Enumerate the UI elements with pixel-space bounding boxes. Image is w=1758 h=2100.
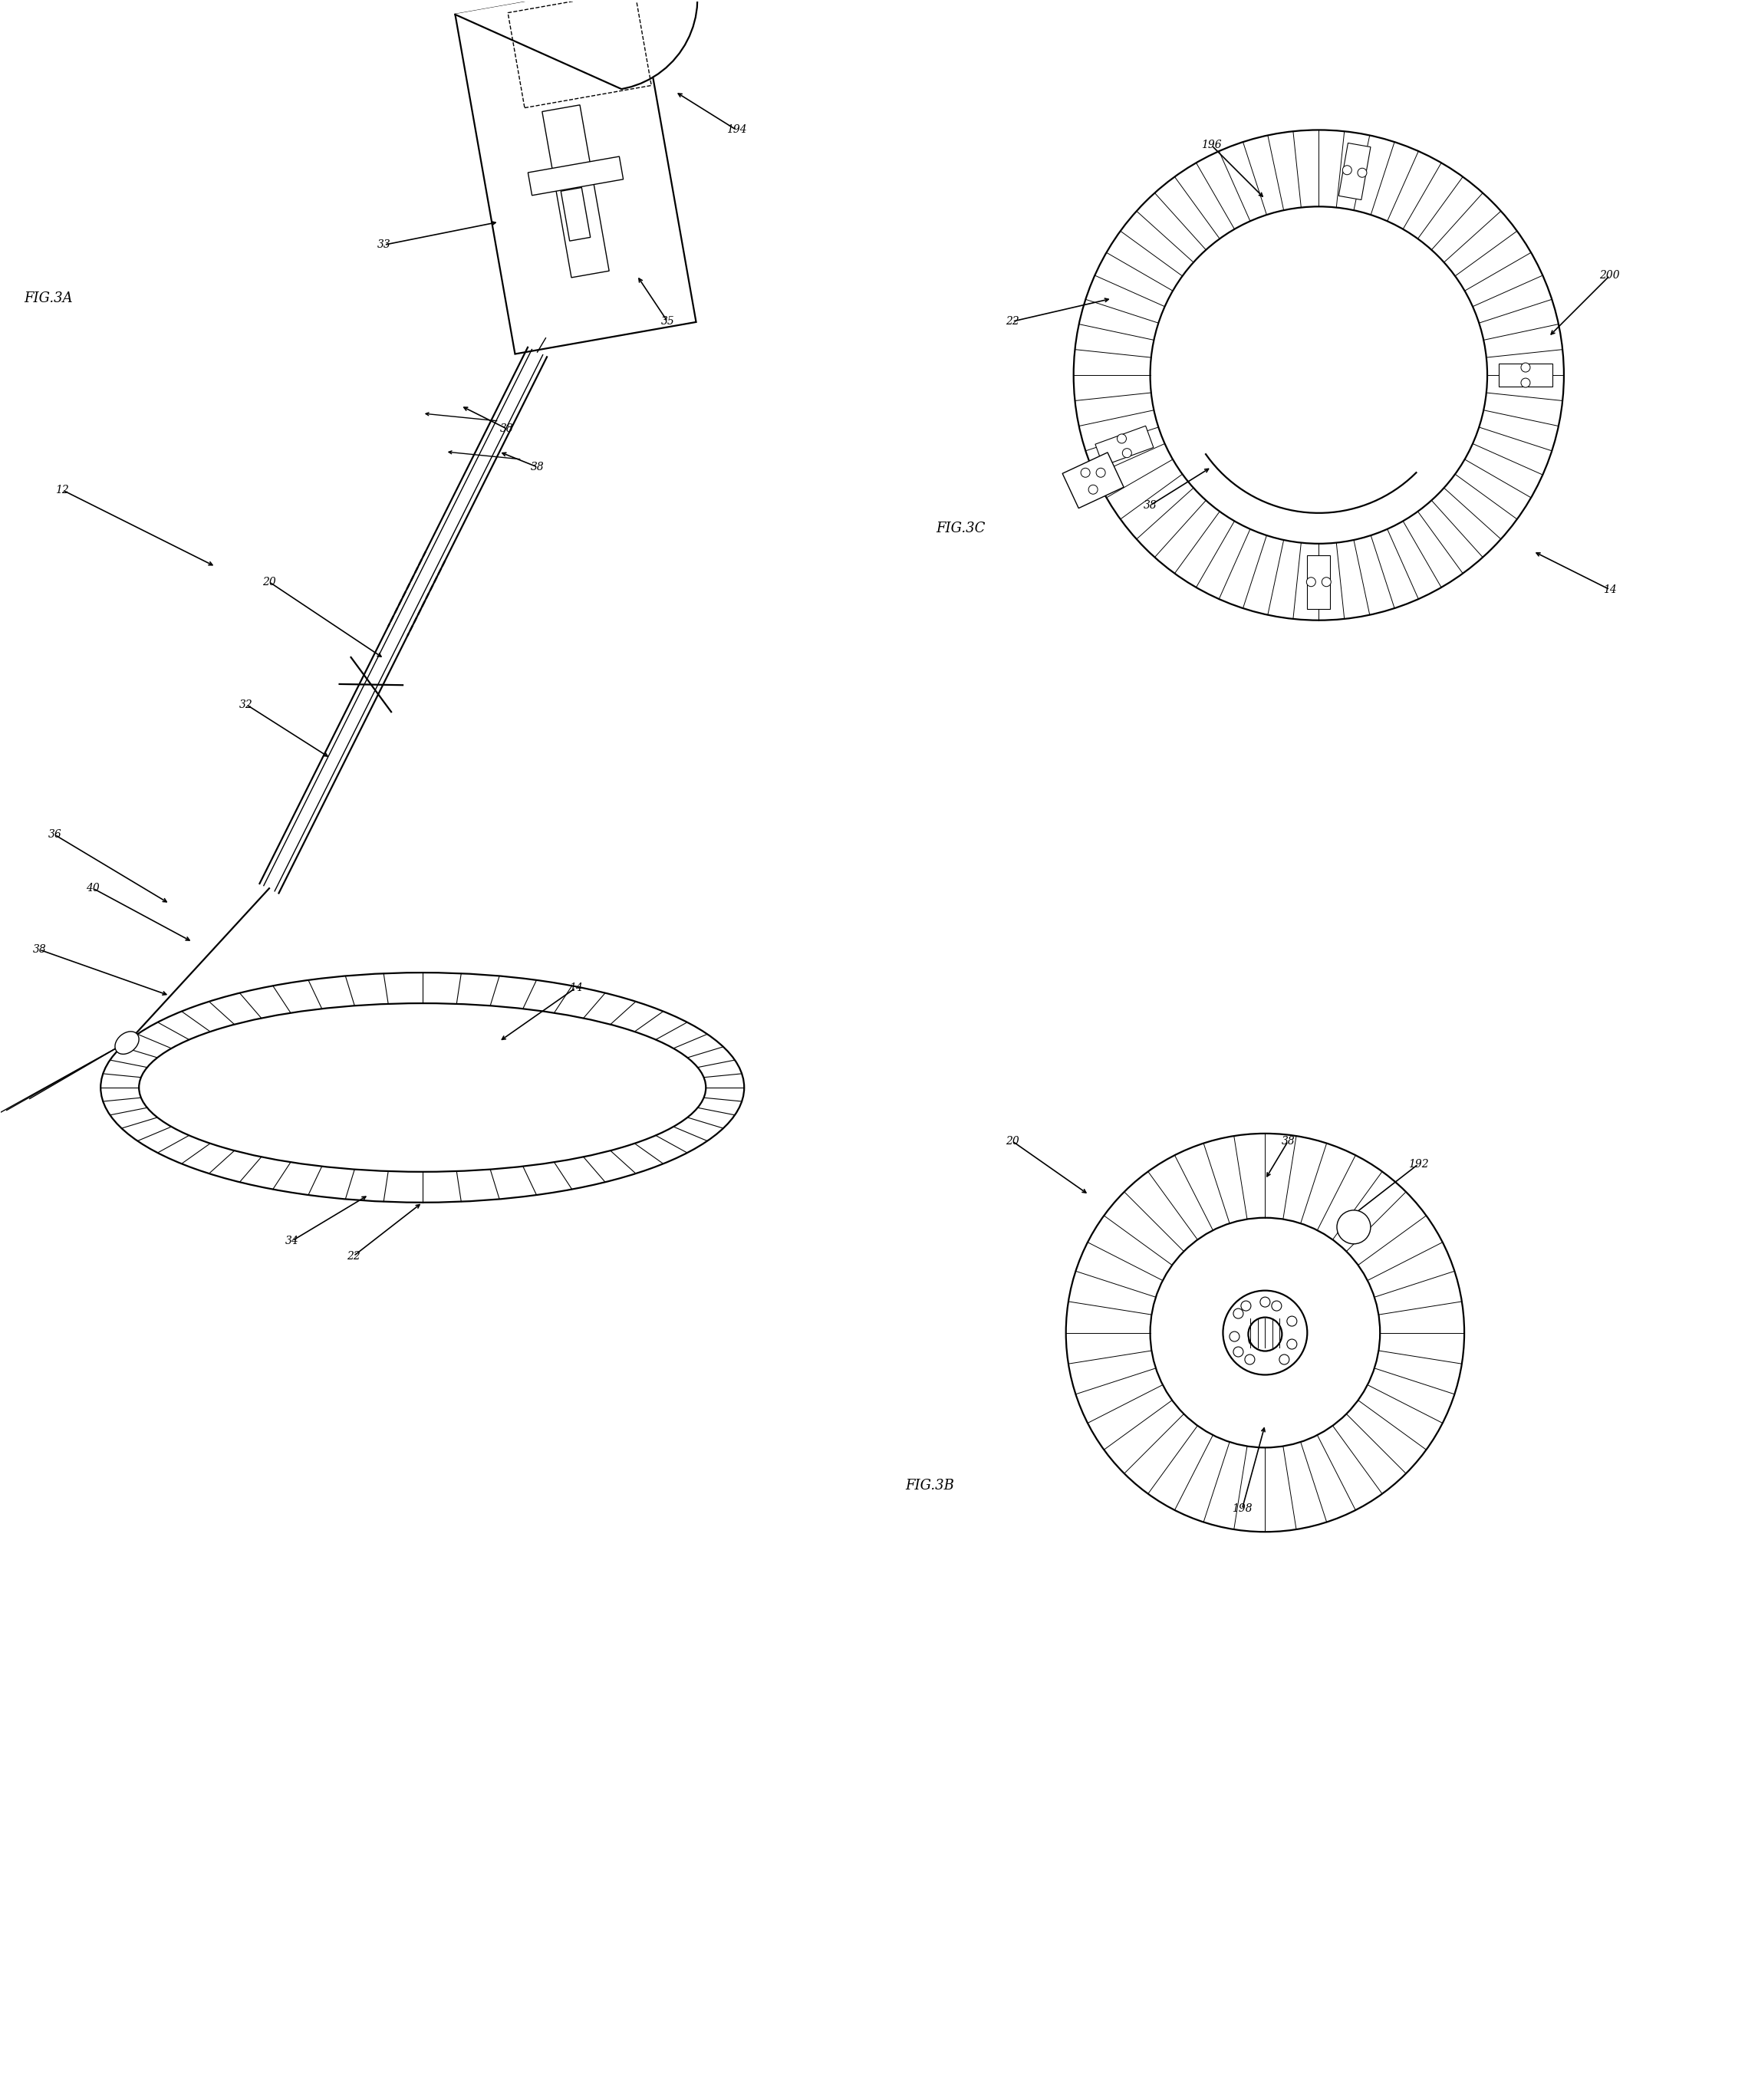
Text: 12: 12 bbox=[56, 485, 69, 496]
Text: FIG.3C: FIG.3C bbox=[935, 521, 984, 536]
Circle shape bbox=[1322, 578, 1331, 586]
Circle shape bbox=[1241, 1300, 1252, 1310]
Polygon shape bbox=[455, 0, 698, 88]
Text: 14: 14 bbox=[1603, 584, 1617, 594]
Circle shape bbox=[1343, 166, 1352, 174]
Circle shape bbox=[1521, 363, 1529, 372]
Circle shape bbox=[1248, 1317, 1282, 1350]
Text: 33: 33 bbox=[378, 239, 390, 250]
Circle shape bbox=[1065, 1134, 1464, 1531]
Text: 38: 38 bbox=[1143, 500, 1157, 510]
Text: FIG.3A: FIG.3A bbox=[25, 292, 72, 304]
Circle shape bbox=[1229, 1331, 1239, 1342]
Circle shape bbox=[1280, 1354, 1289, 1365]
Polygon shape bbox=[1338, 143, 1371, 200]
Polygon shape bbox=[508, 0, 652, 107]
Text: 198: 198 bbox=[1232, 1504, 1252, 1514]
Circle shape bbox=[1260, 1321, 1269, 1329]
Ellipse shape bbox=[100, 972, 744, 1203]
Circle shape bbox=[1081, 468, 1090, 477]
Circle shape bbox=[1357, 168, 1366, 176]
Circle shape bbox=[1521, 378, 1529, 386]
Circle shape bbox=[1306, 578, 1315, 586]
Ellipse shape bbox=[114, 1031, 139, 1054]
Circle shape bbox=[1074, 130, 1565, 620]
Text: 196: 196 bbox=[1201, 141, 1222, 151]
Circle shape bbox=[1088, 485, 1097, 494]
Text: 14: 14 bbox=[570, 983, 582, 993]
Circle shape bbox=[1116, 435, 1127, 443]
Text: 35: 35 bbox=[661, 317, 675, 328]
Polygon shape bbox=[1062, 452, 1123, 508]
Polygon shape bbox=[541, 105, 608, 277]
Text: 22: 22 bbox=[346, 1252, 360, 1262]
Text: 36: 36 bbox=[47, 830, 62, 840]
Ellipse shape bbox=[139, 1004, 707, 1172]
Text: 194: 194 bbox=[726, 124, 747, 134]
Circle shape bbox=[1150, 1218, 1380, 1447]
Circle shape bbox=[1150, 206, 1487, 544]
Text: 34: 34 bbox=[285, 1235, 299, 1245]
Circle shape bbox=[1260, 1298, 1269, 1306]
Circle shape bbox=[1224, 1292, 1308, 1376]
Circle shape bbox=[1336, 1210, 1371, 1243]
Text: 38: 38 bbox=[1282, 1136, 1296, 1147]
Polygon shape bbox=[561, 187, 591, 242]
Text: FIG.3B: FIG.3B bbox=[905, 1478, 955, 1493]
Polygon shape bbox=[1308, 554, 1331, 609]
Text: 40: 40 bbox=[86, 882, 100, 895]
Text: 192: 192 bbox=[1408, 1159, 1429, 1170]
Text: 38: 38 bbox=[33, 945, 46, 956]
Polygon shape bbox=[1500, 363, 1552, 386]
Circle shape bbox=[1234, 1346, 1243, 1357]
Circle shape bbox=[1271, 1300, 1282, 1310]
Polygon shape bbox=[527, 158, 624, 195]
Circle shape bbox=[1287, 1317, 1297, 1327]
Circle shape bbox=[1122, 449, 1132, 458]
Text: 20: 20 bbox=[262, 578, 276, 588]
Text: 20: 20 bbox=[1006, 1136, 1020, 1147]
Polygon shape bbox=[455, 0, 696, 355]
Circle shape bbox=[1287, 1340, 1297, 1348]
Circle shape bbox=[1097, 468, 1106, 477]
Circle shape bbox=[1248, 1336, 1259, 1346]
Circle shape bbox=[1245, 1354, 1255, 1365]
Polygon shape bbox=[1095, 426, 1153, 466]
Text: 22: 22 bbox=[1006, 317, 1020, 328]
Text: 200: 200 bbox=[1600, 271, 1621, 281]
Text: 38: 38 bbox=[531, 462, 545, 473]
Text: 32: 32 bbox=[239, 699, 253, 710]
Circle shape bbox=[1234, 1308, 1243, 1319]
Text: 38: 38 bbox=[499, 424, 513, 435]
